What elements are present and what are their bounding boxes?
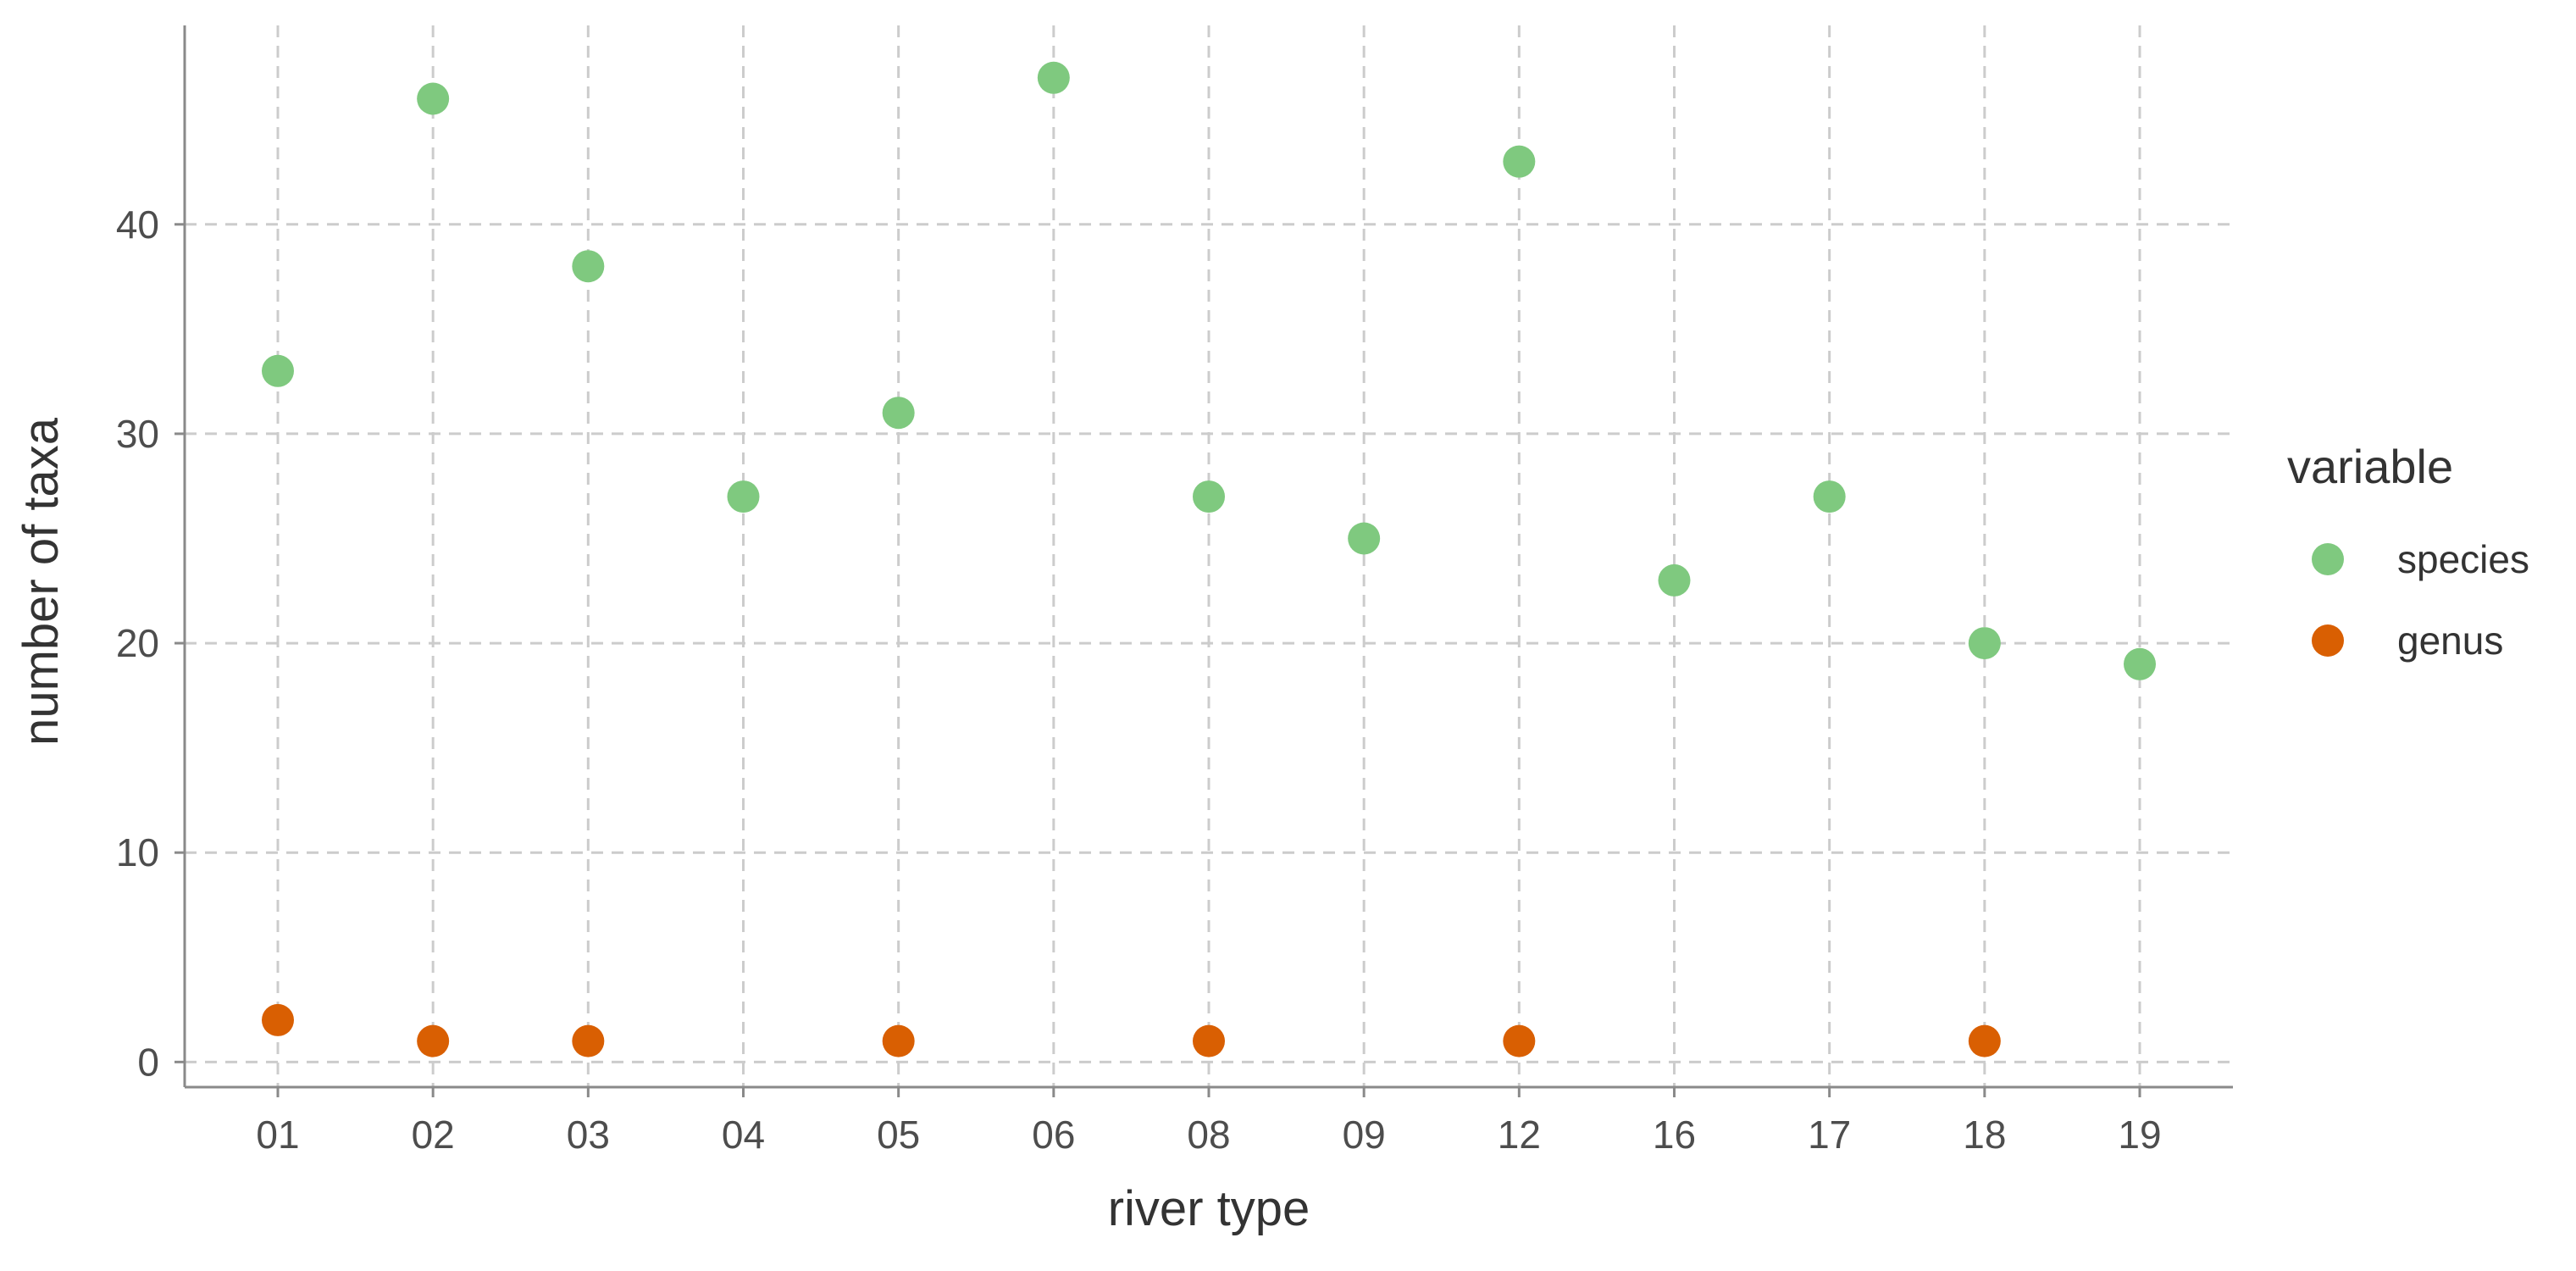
genus-point-02 — [417, 1024, 450, 1057]
legend-label-genus: genus — [2397, 619, 2503, 663]
species-point-12 — [1503, 145, 1536, 178]
genus-point-08 — [1193, 1024, 1225, 1057]
grid-layer — [185, 25, 2233, 1087]
x-tick-label-12: 12 — [1498, 1113, 1541, 1157]
legend-items: species genus — [2312, 537, 2529, 663]
x-tick-label-09: 09 — [1343, 1113, 1386, 1157]
y-axis-title: number of taxa — [14, 417, 69, 746]
points-layer — [262, 61, 2156, 1057]
species-point-16 — [1658, 563, 1691, 597]
species-point-08 — [1193, 480, 1225, 513]
y-tick-label-10: 10 — [116, 830, 159, 874]
x-tick-label-05: 05 — [877, 1113, 920, 1157]
legend-label-species: species — [2397, 537, 2529, 581]
y-tick-label-30: 30 — [116, 412, 159, 456]
x-tick-label-03: 03 — [567, 1113, 610, 1157]
x-tick-label-02: 02 — [412, 1113, 455, 1157]
species-point-03 — [572, 250, 605, 283]
species-point-17 — [1813, 480, 1846, 513]
species-point-09 — [1348, 522, 1381, 555]
x-tick-label-17: 17 — [1808, 1113, 1851, 1157]
genus-point-01 — [262, 1003, 294, 1036]
genus-point-03 — [572, 1024, 605, 1057]
y-tick-label-20: 20 — [116, 621, 159, 665]
x-axis-title: river type — [1108, 1181, 1310, 1236]
x-tick-label-01: 01 — [256, 1113, 299, 1157]
x-tick-label-18: 18 — [1963, 1113, 2006, 1157]
tick-layer: 01 02 03 04 05 06 08 09 12 16 17 18 19 0 10 20 30 40 — [116, 203, 2162, 1157]
species-point-01 — [262, 354, 294, 387]
species-point-04 — [727, 480, 760, 513]
species-point-02 — [417, 82, 450, 115]
species-point-06 — [1037, 61, 1070, 94]
y-tick-label-0: 0 — [137, 1040, 159, 1084]
legend-key-genus — [2312, 624, 2344, 657]
legend-key-species — [2312, 543, 2344, 575]
y-tick-label-40: 40 — [116, 203, 159, 247]
x-tick-label-16: 16 — [1653, 1113, 1696, 1157]
genus-point-18 — [1968, 1024, 2001, 1057]
legend-title: variable — [2287, 440, 2453, 493]
legend: variable species genus — [2287, 440, 2529, 663]
x-tick-label-04: 04 — [722, 1113, 765, 1157]
x-tick-label-08: 08 — [1187, 1113, 1230, 1157]
species-point-18 — [1968, 627, 2001, 660]
genus-point-12 — [1503, 1024, 1536, 1057]
species-point-19 — [2124, 647, 2156, 680]
genus-point-05 — [882, 1024, 915, 1057]
x-tick-label-06: 06 — [1032, 1113, 1075, 1157]
species-point-05 — [882, 397, 915, 430]
x-tick-label-19: 19 — [2118, 1113, 2161, 1157]
